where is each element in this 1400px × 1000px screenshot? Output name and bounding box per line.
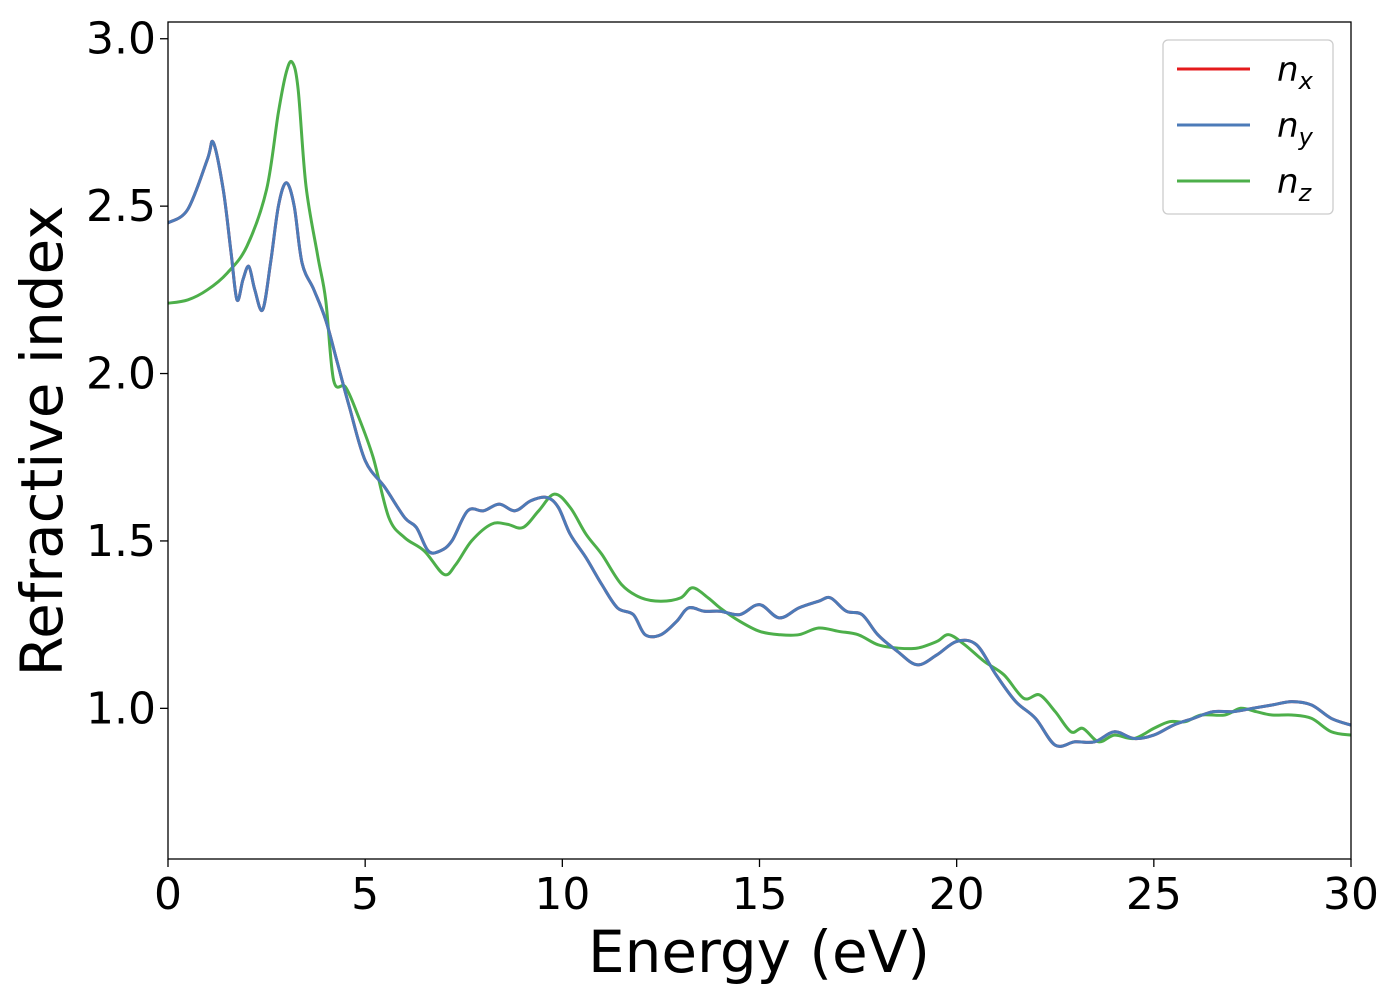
- legend-label-nx: nx: [1277, 50, 1314, 95]
- x-tick-label: 0: [154, 869, 182, 920]
- y-tick-label: 3.0: [86, 14, 156, 65]
- plot-area: [168, 59, 1351, 748]
- x-tick-label: 10: [534, 869, 590, 920]
- x-tick-label: 15: [732, 869, 788, 920]
- x-axis-title: Energy (eV): [588, 918, 930, 986]
- y-tick-label: 1.5: [86, 516, 156, 567]
- y-tick-label: 2.0: [86, 349, 156, 400]
- series-line-nx: [168, 139, 1351, 748]
- axes: 0 5 10 15 20 25 30 1.0 1.5 2.0 2.5 3.0: [86, 14, 1379, 920]
- x-tick-label: 25: [1126, 869, 1182, 920]
- x-tick-label: 30: [1323, 869, 1379, 920]
- y-tick-label: 2.5: [86, 181, 156, 232]
- y-tick-label: 1.0: [86, 683, 156, 734]
- series-line-ny: [168, 139, 1351, 748]
- x-tick-label: 5: [351, 869, 379, 920]
- legend-box: [1162, 39, 1334, 215]
- x-tick-label: 20: [929, 869, 985, 920]
- y-axis-title: Refractive index: [8, 205, 76, 676]
